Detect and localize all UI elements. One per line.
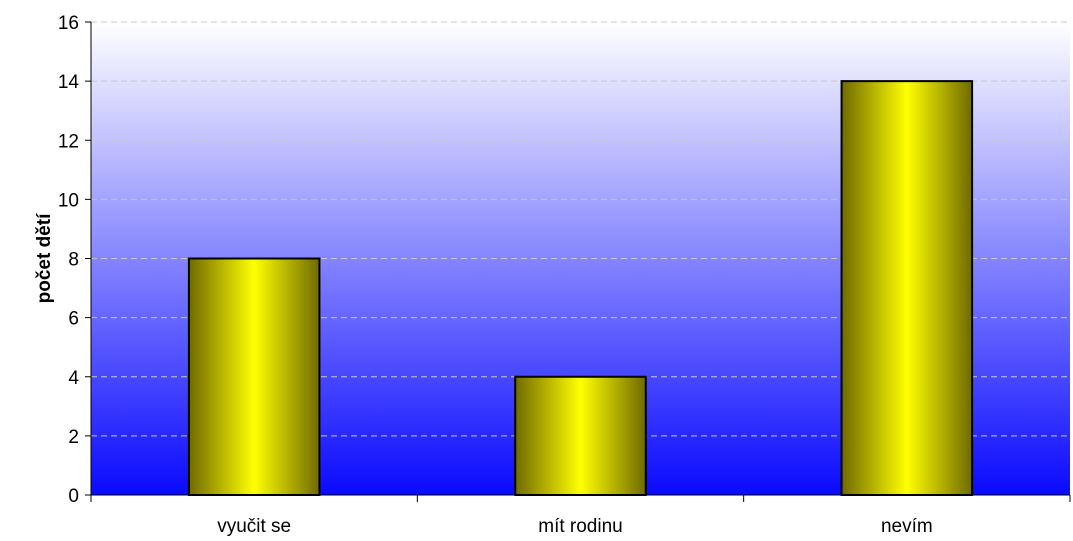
y-tick-label: 2 bbox=[68, 427, 79, 448]
y-tick-label: 12 bbox=[58, 131, 79, 152]
x-tick-label: nevím bbox=[881, 516, 933, 537]
y-tick-label: 14 bbox=[58, 72, 80, 93]
x-tick-label: mít rodinu bbox=[538, 516, 622, 537]
bar bbox=[187, 257, 321, 496]
bar bbox=[840, 80, 974, 496]
y-tick-label: 4 bbox=[68, 368, 79, 389]
y-tick-label: 0 bbox=[68, 486, 79, 507]
y-tick-label: 16 bbox=[58, 13, 79, 34]
y-tick-label: 8 bbox=[68, 250, 79, 271]
axes bbox=[85, 21, 1071, 502]
y-tick-label: 6 bbox=[68, 309, 79, 330]
x-tick-labels: vyučit se mít rodinu nevím bbox=[217, 516, 933, 537]
bar bbox=[514, 375, 647, 496]
y-tick-label: 10 bbox=[58, 190, 79, 211]
y-tick-labels: 0 2 4 6 8 10 12 14 16 bbox=[58, 13, 80, 507]
x-tick-label: vyučit se bbox=[217, 516, 291, 537]
y-axis-label: počet dětí bbox=[34, 213, 55, 303]
